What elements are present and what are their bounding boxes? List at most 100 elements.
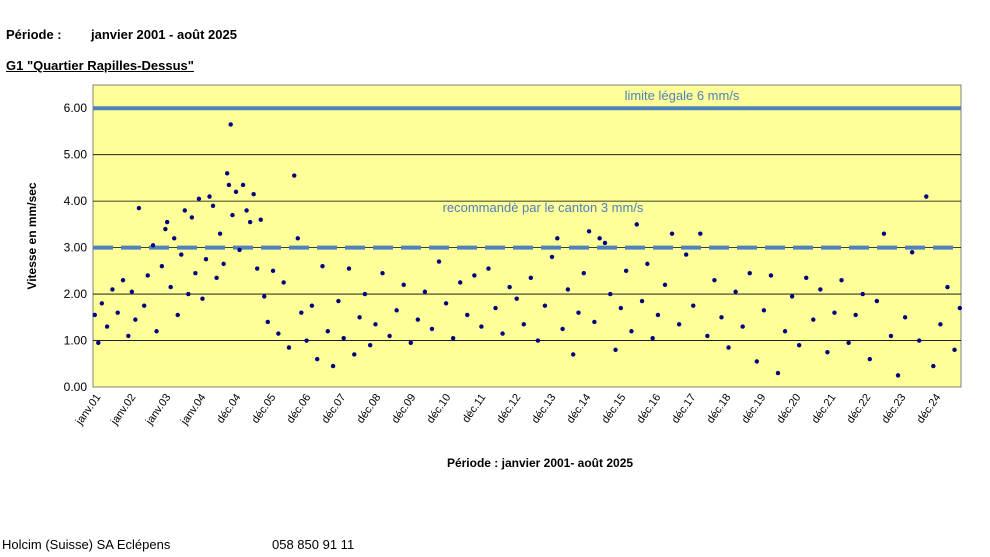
data-point xyxy=(330,363,336,369)
y-tick-label: 2.00 xyxy=(64,287,88,301)
y-tick-label: 1.00 xyxy=(64,334,88,348)
y-tick-label: 0.00 xyxy=(64,380,88,394)
data-point xyxy=(952,347,957,353)
data-point xyxy=(775,370,781,376)
data-point xyxy=(362,291,368,297)
data-point xyxy=(244,208,249,213)
data-point xyxy=(479,324,484,329)
data-point xyxy=(639,298,645,304)
data-point xyxy=(650,336,655,341)
data-point xyxy=(380,270,385,276)
data-point xyxy=(224,171,230,176)
data-point xyxy=(957,305,963,311)
reference-label-legal: limite légale 6 mm/s xyxy=(625,88,740,103)
data-point xyxy=(281,280,286,285)
data-point xyxy=(542,303,548,308)
data-point xyxy=(560,326,565,332)
x-tick-label: janv.01 xyxy=(73,392,103,428)
x-tick-label: déc.23 xyxy=(880,392,909,426)
period-label: Période : xyxy=(6,27,62,42)
reference-lines xyxy=(93,106,961,250)
data-point xyxy=(189,215,195,220)
data-point xyxy=(592,319,597,325)
data-point xyxy=(811,317,816,322)
plot-area xyxy=(92,84,962,388)
data-point xyxy=(712,277,717,283)
data-point xyxy=(254,266,260,271)
data-point xyxy=(597,236,602,241)
data-point xyxy=(818,287,823,292)
data-point xyxy=(120,277,126,283)
period-value: janvier 2001 - août 2025 xyxy=(91,27,237,42)
data-point xyxy=(415,317,421,322)
data-point xyxy=(629,329,634,334)
data-point xyxy=(394,308,399,313)
data-point xyxy=(207,194,212,199)
data-point xyxy=(367,342,373,348)
data-point xyxy=(295,236,300,241)
footer-phone: 058 850 91 11 xyxy=(272,537,355,552)
data-point xyxy=(115,310,120,315)
data-point xyxy=(336,298,341,304)
data-point xyxy=(634,222,639,227)
x-tick-label: déc.21 xyxy=(810,392,839,426)
data-point xyxy=(141,303,147,308)
x-tick-label: déc.12 xyxy=(495,392,524,426)
x-tick-labels: janv.01 janv.02 janv.03 janv.04 déc.04 déc.05… xyxy=(73,392,943,428)
data-point xyxy=(874,298,880,304)
data-point xyxy=(945,284,950,290)
data-point xyxy=(262,294,267,299)
data-point xyxy=(535,338,541,343)
data-point xyxy=(429,326,435,332)
data-point xyxy=(507,284,512,290)
data-point xyxy=(251,191,256,197)
data-point xyxy=(586,229,592,234)
station-title: G1 "Quartier Rapilles-Dessus" xyxy=(6,58,194,73)
data-point xyxy=(782,329,788,334)
data-point xyxy=(804,275,809,281)
data-point xyxy=(888,333,894,339)
data-point xyxy=(126,333,131,339)
data-point xyxy=(924,194,929,199)
data-point xyxy=(237,247,242,253)
data-point xyxy=(676,322,682,327)
data-point xyxy=(602,240,608,246)
data-point xyxy=(304,338,309,343)
data-point xyxy=(705,333,710,339)
x-tick-label: déc.06 xyxy=(285,392,314,426)
data-point xyxy=(789,294,795,299)
data-point xyxy=(669,231,675,236)
x-tick-label: déc.18 xyxy=(705,392,734,426)
data-point xyxy=(754,359,759,364)
data-point xyxy=(825,349,830,355)
data-point xyxy=(576,310,581,315)
data-point xyxy=(846,340,851,346)
data-point xyxy=(163,226,168,232)
data-point xyxy=(292,173,297,178)
y-axis-label: Vitesse en mm/sec xyxy=(25,182,39,290)
data-point xyxy=(613,347,618,353)
data-point xyxy=(839,277,844,283)
data-point xyxy=(683,252,689,257)
data-point xyxy=(341,336,346,341)
data-point xyxy=(895,373,901,378)
data-point xyxy=(346,266,352,271)
data-point xyxy=(581,270,586,276)
data-point xyxy=(240,182,246,188)
x-tick-label: déc.22 xyxy=(845,392,874,426)
data-point xyxy=(203,257,209,262)
data-point xyxy=(193,270,198,276)
data-point xyxy=(92,312,97,318)
data-point xyxy=(325,329,331,334)
data-point xyxy=(465,312,470,318)
data-point xyxy=(931,363,936,369)
data-point xyxy=(164,219,170,225)
data-point xyxy=(217,231,223,236)
data-point xyxy=(938,322,943,327)
x-tick-label: déc.11 xyxy=(460,392,488,425)
data-point xyxy=(860,291,865,297)
data-point xyxy=(733,289,738,294)
data-point xyxy=(570,352,576,357)
data-point xyxy=(853,312,858,318)
data-point xyxy=(555,236,560,241)
